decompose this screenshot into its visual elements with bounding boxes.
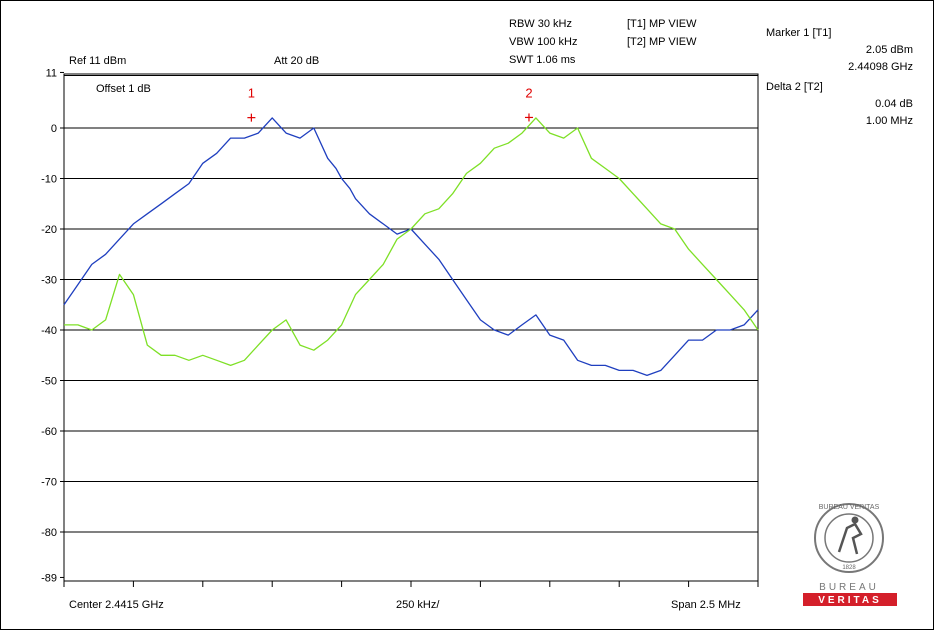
y-tick-label: -50: [41, 376, 57, 388]
delta2-freq: 1.00 MHz: [865, 115, 913, 127]
y-tick-label: -60: [41, 426, 57, 438]
y-tick-label: -70: [41, 477, 57, 489]
bureau-veritas-logo: BUREAU VERITAS 1828 BUREAU VERITAS: [803, 498, 901, 608]
trace-t1: [63, 117, 759, 377]
y-tick-label: -30: [41, 275, 57, 287]
trace2-mode: [T2] MP VIEW: [627, 36, 697, 48]
svg-text:VERITAS: VERITAS: [818, 595, 882, 606]
y-tick-label: -20: [41, 224, 57, 236]
marker-label: 1: [248, 86, 255, 101]
marker1-freq: 2.44098 GHz: [848, 61, 913, 73]
delta2-title: Delta 2 [T2]: [766, 81, 823, 93]
y-tick-label: 11: [46, 67, 57, 79]
y-tick-label: -89: [41, 572, 57, 584]
delta2-level: 0.04 dB: [875, 98, 913, 110]
y-tick-label: -80: [41, 527, 57, 539]
marker1-level: 2.05 dBm: [865, 44, 913, 56]
offset-label: Offset 1 dB: [96, 83, 151, 95]
trace-t2: [64, 117, 759, 367]
y-tick-label: 0: [51, 123, 57, 135]
plot-border: [63, 73, 759, 582]
svg-text:1828: 1828: [842, 565, 856, 571]
y-tick-label: -10: [41, 174, 57, 186]
svg-text:BUREAU: BUREAU: [819, 582, 879, 593]
span-per-division: 250 kHz/: [396, 599, 440, 611]
vbw-readout: VBW 100 kHz: [509, 36, 578, 48]
span-label: Span 2.5 MHz: [671, 599, 741, 611]
rbw-readout: RBW 30 kHz: [509, 18, 572, 30]
attenuation: Att 20 dB: [274, 55, 320, 67]
marker1-title: Marker 1 [T1]: [766, 27, 832, 39]
center-frequency: Center 2.4415 GHz: [69, 599, 164, 611]
svg-text:BUREAU VERITAS: BUREAU VERITAS: [819, 504, 880, 511]
marker-label: 2: [525, 85, 532, 100]
trace1-mode: [T1] MP VIEW: [627, 18, 697, 30]
swt-readout: SWT 1.06 ms: [509, 54, 576, 66]
y-tick-label: -40: [41, 325, 57, 337]
ref-level: Ref 11 dBm: [69, 55, 127, 67]
